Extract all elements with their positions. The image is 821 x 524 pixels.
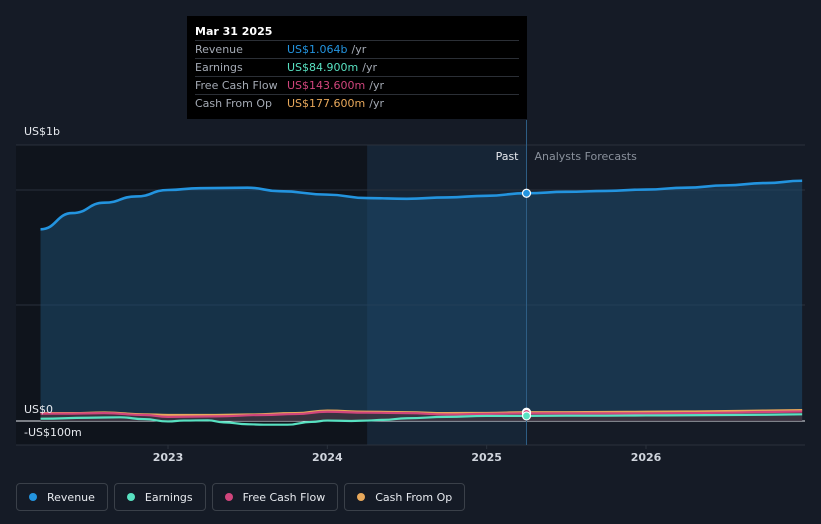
x-tick-label: 2026 <box>631 451 662 464</box>
tooltip-row-earnings: Earnings US$84.900m /yr <box>195 58 519 76</box>
line-free-cash-flow <box>40 410 803 418</box>
tooltip-value: US$1.064b <box>287 43 348 56</box>
marker-revenue <box>521 188 532 198</box>
tooltip-label: Cash From Op <box>195 97 273 110</box>
legend-label: Free Cash Flow <box>242 490 326 504</box>
legend-label: Earnings <box>144 490 193 504</box>
x-tick-label: 2025 <box>471 451 502 464</box>
tooltip-label: Revenue <box>195 43 243 56</box>
line-revenue <box>40 179 803 231</box>
legend: Revenue Earnings Free Cash Flow Cash Fro… <box>16 483 466 511</box>
line-earnings <box>40 413 803 426</box>
y-tick-label: -US$100m <box>24 426 82 439</box>
area-revenue <box>40 180 803 421</box>
tooltip-row-revenue: Revenue US$1.064b /yr <box>195 40 519 58</box>
series-markers <box>521 188 532 421</box>
tooltip-date: Mar 31 2025 <box>195 25 273 38</box>
tooltip-unit: /yr <box>369 97 384 110</box>
x-tick-label: 2024 <box>312 451 343 464</box>
tooltip-label: Free Cash Flow <box>195 79 278 92</box>
legend-item-revenue[interactable]: Revenue <box>16 483 108 511</box>
legend-dot-icon <box>224 493 233 501</box>
legend-label: Cash From Op <box>375 490 453 504</box>
tooltip-unit: /yr <box>362 61 377 74</box>
tooltip-row-free-cash-flow: Free Cash Flow US$143.600m /yr <box>195 76 519 94</box>
x-axis-labels: 2023 2024 2025 2026 <box>153 445 662 464</box>
legend-label: Revenue <box>47 490 95 504</box>
tooltip: Mar 31 2025 Revenue US$1.064b /yr Earnin… <box>187 16 527 119</box>
legend-dot-icon <box>357 493 366 501</box>
legend-item-free-cash-flow[interactable]: Free Cash Flow <box>211 483 339 511</box>
marker-earnings <box>521 411 532 421</box>
y-axis-labels: US$1b US$0 -US$100m <box>24 125 82 439</box>
x-tick-label: 2023 <box>153 451 184 464</box>
tooltip-label: Earnings <box>195 61 243 74</box>
series-lines <box>40 179 803 426</box>
y-tick-label: US$1b <box>24 125 60 138</box>
tooltip-value: US$177.600m <box>287 97 366 110</box>
tooltip-unit: /yr <box>369 79 384 92</box>
legend-item-cash-from-op[interactable]: Cash From Op <box>344 483 466 511</box>
tooltip-value: US$84.900m <box>287 61 359 74</box>
series-areas <box>40 180 803 421</box>
past-label: Past <box>496 150 520 163</box>
legend-item-earnings[interactable]: Earnings <box>113 483 206 511</box>
forecast-label: Analysts Forecasts <box>535 150 638 163</box>
legend-dot-icon <box>126 493 135 501</box>
tooltip-value: US$143.600m <box>287 79 366 92</box>
tooltip-row-cash-from-op: Cash From Op US$177.600m /yr <box>195 94 519 112</box>
tooltip-unit: /yr <box>351 43 367 56</box>
legend-dot-icon <box>29 493 37 501</box>
y-tick-label: US$0 <box>24 403 53 416</box>
